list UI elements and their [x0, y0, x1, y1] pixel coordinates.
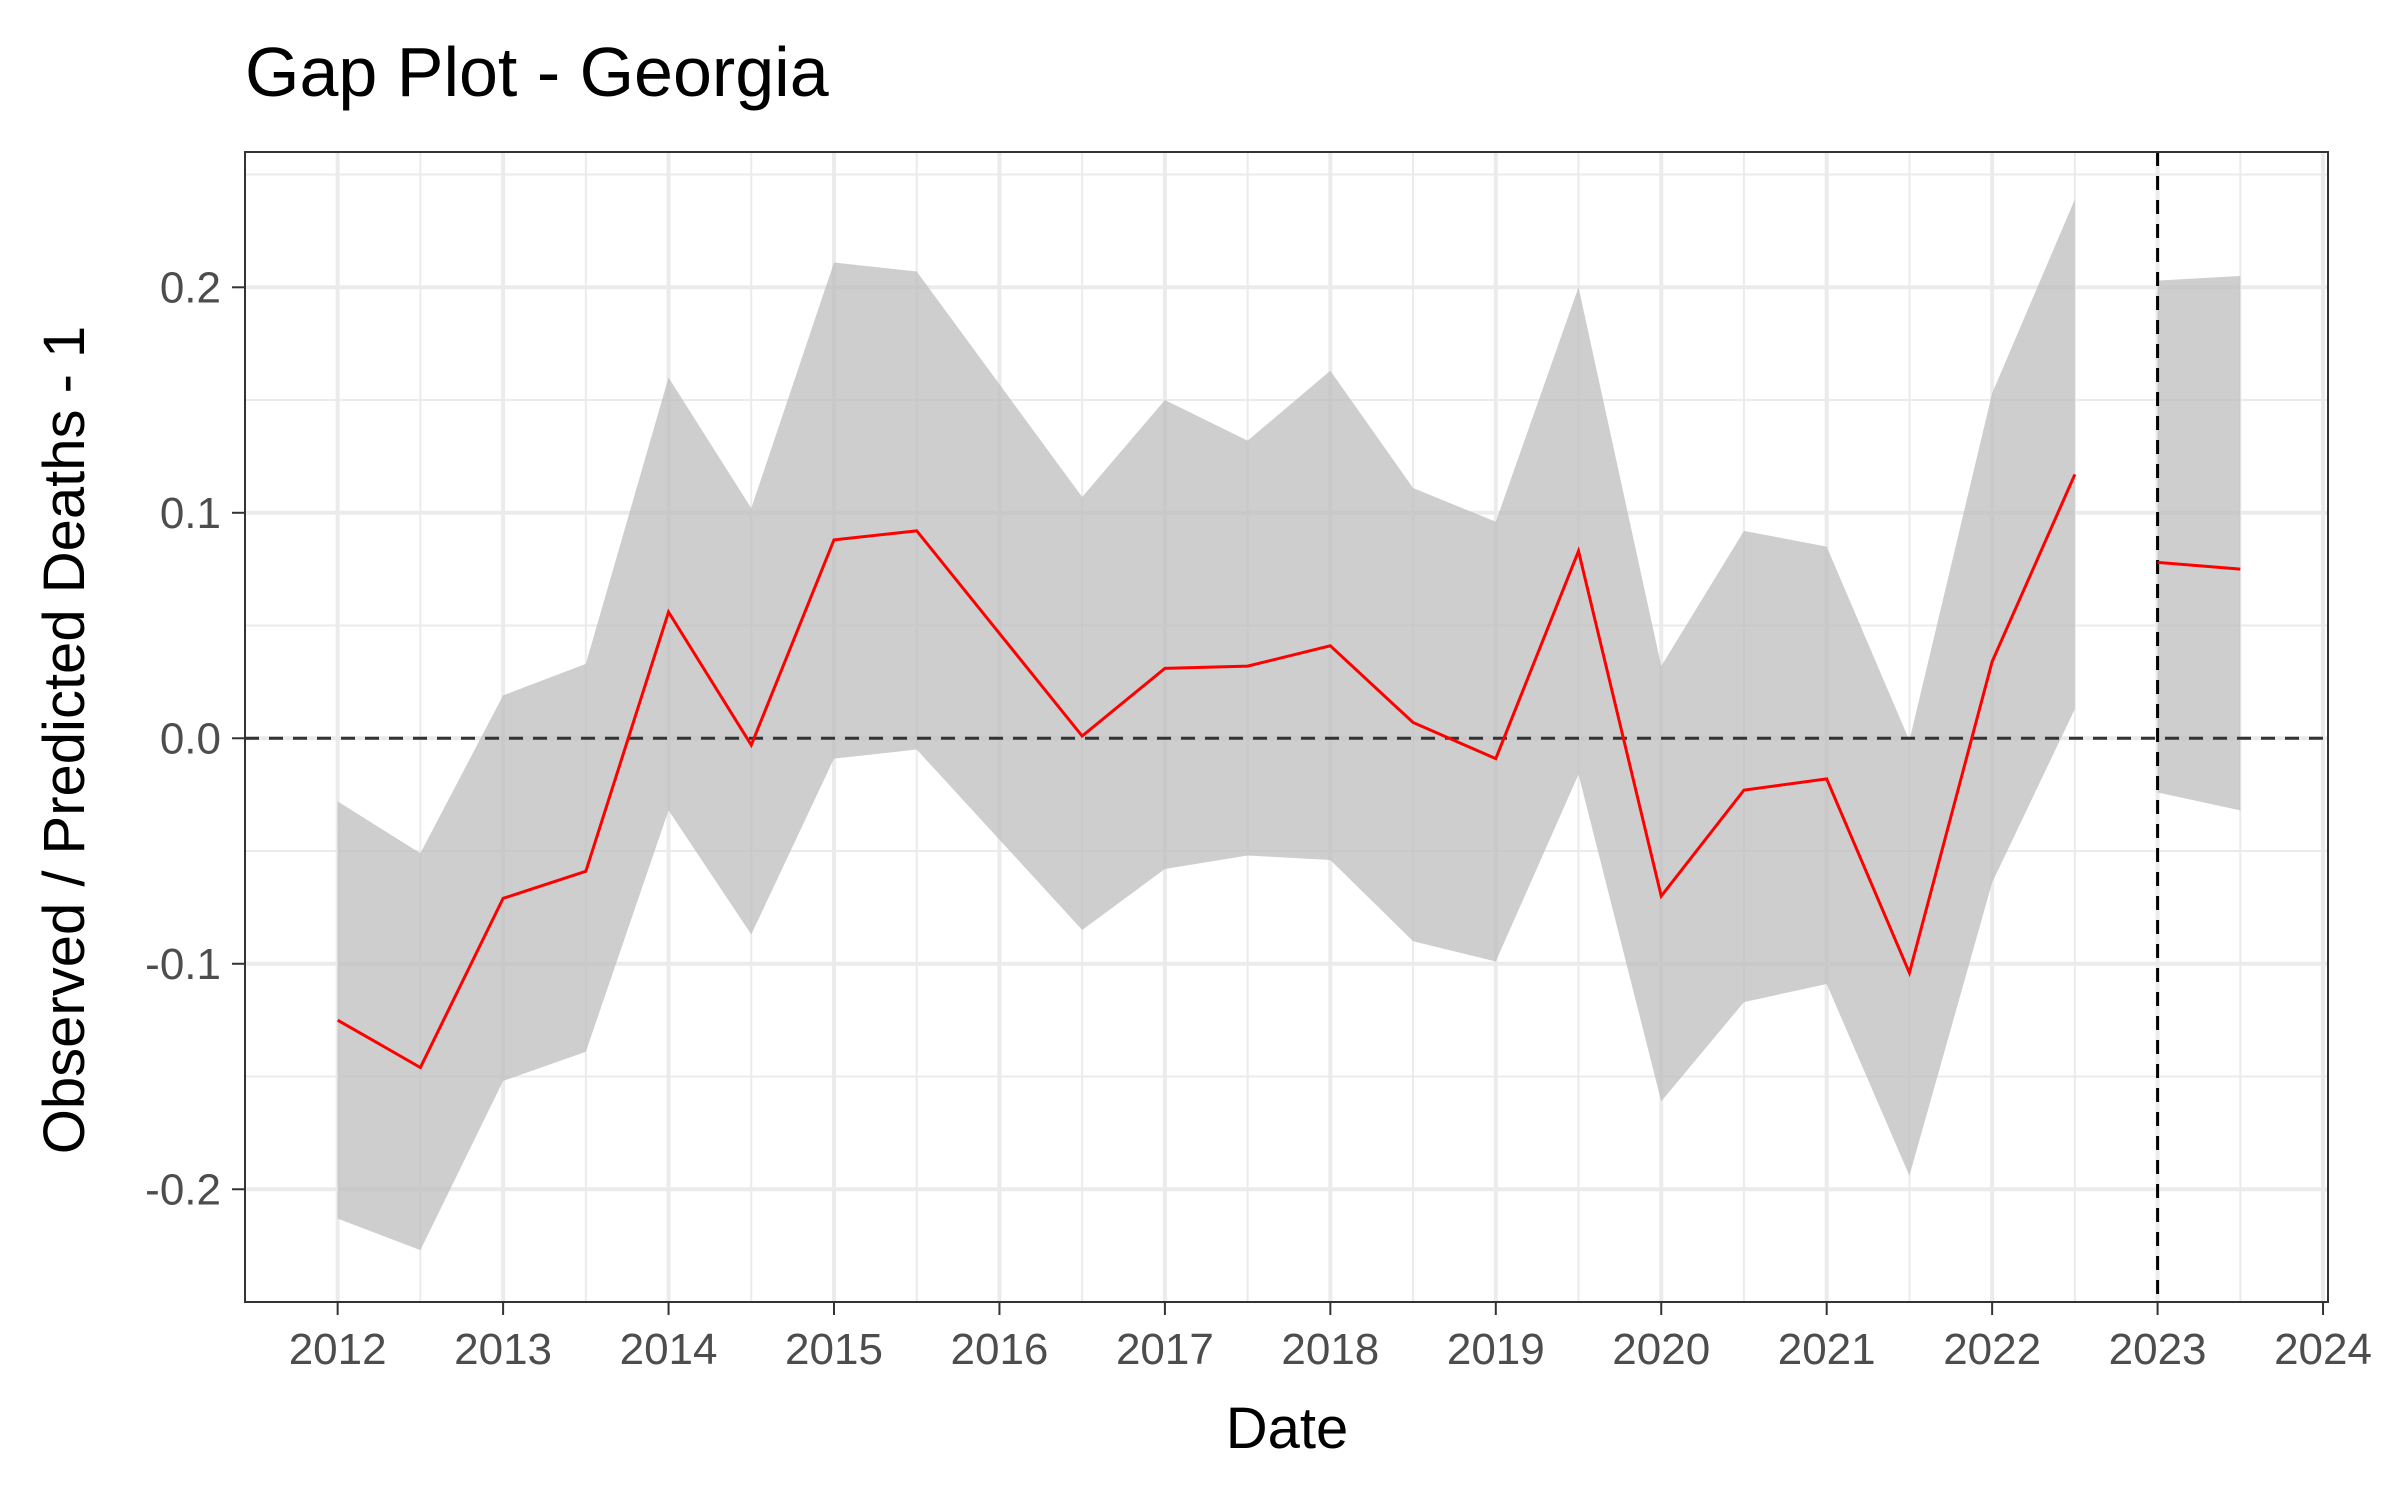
x-tick-label: 2020 [1612, 1325, 1710, 1374]
y-axis-ticks: -0.2 -0.1 0.0 0.1 0.2 [145, 263, 245, 1214]
x-tick-label: 2019 [1447, 1325, 1545, 1374]
y-tick-label: 0.2 [160, 263, 221, 312]
y-axis-title: Observed / Predicted Deaths - 1 [32, 326, 97, 1155]
chart-title: Gap Plot - Georgia [245, 33, 829, 111]
x-tick-label: 2015 [785, 1325, 883, 1374]
x-tick-label: 2013 [454, 1325, 552, 1374]
x-tick-label: 2024 [2274, 1325, 2372, 1374]
x-tick-label: 2022 [1943, 1325, 2041, 1374]
x-tick-label: 2014 [620, 1325, 718, 1374]
confidence-band-post [2157, 276, 2241, 811]
confidence-bands [337, 199, 2241, 1251]
y-tick-label: -0.1 [145, 940, 221, 989]
series-lines [336, 473, 2241, 1070]
x-tick-label: 2012 [289, 1325, 387, 1374]
y-tick-label: 0.1 [160, 489, 221, 538]
series-line-pre [336, 473, 2077, 1070]
panel-border [244, 151, 2329, 1303]
x-axis-title: Date [1226, 1396, 1349, 1461]
x-tick-label: 2018 [1281, 1325, 1379, 1374]
y-tick-label: 0.0 [160, 714, 221, 763]
reference-lines [245, 152, 2328, 1302]
confidence-band-pre [337, 199, 2075, 1251]
y-tick-label: -0.2 [145, 1165, 221, 1214]
x-tick-label: 2023 [2109, 1325, 2207, 1374]
x-tick-label: 2021 [1778, 1325, 1876, 1374]
x-tick-label: 2017 [1116, 1325, 1214, 1374]
x-tick-label: 2016 [951, 1325, 1049, 1374]
series-line-post [2157, 560, 2241, 571]
x-axis-ticks: 2012 2013 2014 2015 2016 2017 2018 2019 2020 2021… [289, 1302, 2372, 1374]
